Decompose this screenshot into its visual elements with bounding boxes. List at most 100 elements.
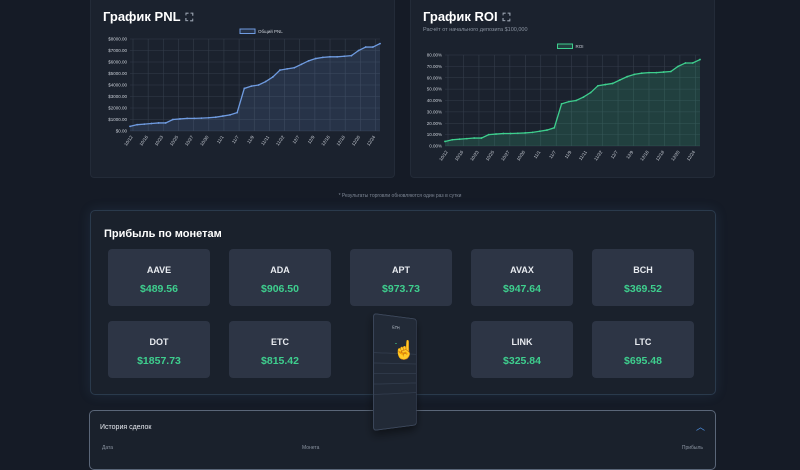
col-coin[interactable]: Монета <box>302 445 320 451</box>
data-point[interactable] <box>575 99 578 102</box>
data-point[interactable] <box>379 42 381 45</box>
data-point[interactable] <box>136 123 139 126</box>
data-point[interactable] <box>150 122 153 125</box>
expand-icon[interactable]: ⛶ <box>502 12 511 24</box>
data-point[interactable] <box>524 132 527 134</box>
data-point[interactable] <box>546 129 548 131</box>
data-point[interactable] <box>343 55 346 58</box>
data-point[interactable] <box>458 138 461 141</box>
legend-label[interactable]: ROI <box>576 44 584 49</box>
data-point[interactable] <box>229 114 231 116</box>
data-point[interactable] <box>648 71 650 74</box>
data-point[interactable] <box>236 111 239 114</box>
data-point[interactable] <box>560 103 563 105</box>
data-point[interactable] <box>444 140 446 143</box>
data-point[interactable] <box>567 100 570 103</box>
data-point[interactable] <box>300 63 303 66</box>
data-point[interactable] <box>691 62 694 64</box>
data-point[interactable] <box>495 133 497 135</box>
data-point[interactable] <box>207 116 210 119</box>
data-point[interactable] <box>143 123 146 125</box>
data-point[interactable] <box>243 87 246 90</box>
data-point[interactable] <box>214 116 217 119</box>
data-point[interactable] <box>589 91 592 94</box>
data-point[interactable] <box>684 62 687 64</box>
data-point[interactable] <box>640 72 643 75</box>
data-point[interactable] <box>321 56 324 59</box>
data-point[interactable] <box>336 55 339 58</box>
data-point[interactable] <box>662 71 665 73</box>
data-point[interactable] <box>538 130 541 133</box>
data-point[interactable] <box>699 58 701 61</box>
data-point[interactable] <box>582 96 585 98</box>
data-point[interactable] <box>502 132 505 135</box>
data-point[interactable] <box>257 84 260 86</box>
y-tick-label: 40.00% <box>427 98 442 103</box>
data-point[interactable] <box>604 83 607 86</box>
data-point[interactable] <box>669 70 672 73</box>
data-point[interactable] <box>516 132 519 135</box>
data-point[interactable] <box>451 138 454 141</box>
coin-card-ltc[interactable]: LTC $695.48 <box>592 321 694 378</box>
legend-swatch[interactable] <box>239 28 256 34</box>
data-point[interactable] <box>129 125 131 128</box>
coin-card-flipped[interactable]: ETH <box>373 313 417 431</box>
data-point[interactable] <box>618 79 621 81</box>
x-tick-label: 10/12 <box>438 149 449 161</box>
data-point[interactable] <box>487 133 490 136</box>
legend-swatch[interactable] <box>557 43 573 49</box>
data-point[interactable] <box>157 122 160 124</box>
series-line <box>129 43 381 128</box>
history-title: История сделок <box>100 424 152 431</box>
data-point[interactable] <box>200 117 203 120</box>
data-point[interactable] <box>271 76 274 78</box>
data-point[interactable] <box>193 117 196 120</box>
coin-card-ada[interactable]: ADA $906.50 <box>229 249 331 306</box>
data-point[interactable] <box>357 49 360 52</box>
data-point[interactable] <box>164 122 167 124</box>
data-point[interactable] <box>611 82 614 85</box>
x-tick-label: 12/20 <box>670 149 681 161</box>
coin-card-aave[interactable]: AAVE $489.56 <box>108 249 210 306</box>
expand-icon[interactable]: ⛶ <box>185 12 194 24</box>
data-point[interactable] <box>279 69 281 71</box>
data-point[interactable] <box>655 71 658 74</box>
data-point[interactable] <box>480 137 483 139</box>
data-point[interactable] <box>553 126 556 129</box>
coin-name: BCH <box>633 265 653 275</box>
data-point[interactable] <box>626 75 629 78</box>
data-point[interactable] <box>364 46 367 48</box>
data-point[interactable] <box>314 57 317 60</box>
data-point[interactable] <box>465 137 468 140</box>
coin-card-dot[interactable]: DOT $1857.73 <box>108 321 210 378</box>
data-point[interactable] <box>473 137 476 139</box>
data-point[interactable] <box>633 73 636 76</box>
legend-label[interactable]: Общий PNL <box>258 28 283 34</box>
data-point[interactable] <box>371 46 374 48</box>
data-point[interactable] <box>286 68 289 70</box>
coin-profit: $489.56 <box>140 283 178 295</box>
data-point[interactable] <box>677 65 680 68</box>
data-point[interactable] <box>179 118 181 120</box>
data-point[interactable] <box>350 54 353 57</box>
data-point[interactable] <box>531 131 534 134</box>
data-point[interactable] <box>509 132 512 135</box>
data-point[interactable] <box>329 55 331 58</box>
coin-card-link[interactable]: LINK $325.84 <box>471 321 573 378</box>
col-date[interactable]: Дата <box>102 445 114 451</box>
col-profit[interactable]: Прибыль <box>681 445 703 451</box>
data-point[interactable] <box>186 117 189 120</box>
coin-card-etc[interactable]: ETC $815.42 <box>229 321 331 378</box>
chevron-up-icon[interactable]: ︿ <box>695 422 705 432</box>
data-point[interactable] <box>171 118 174 121</box>
coin-card-apt[interactable]: APT $973.73 <box>350 249 452 306</box>
data-point[interactable] <box>307 59 310 62</box>
data-point[interactable] <box>250 85 253 88</box>
coin-card-avax[interactable]: AVAX $947.64 <box>471 249 573 306</box>
data-point[interactable] <box>221 115 224 117</box>
data-point[interactable] <box>264 80 267 83</box>
pnl-title: График PNL ⛶ <box>103 9 193 25</box>
coin-card-bch[interactable]: BCH $369.52 <box>592 249 694 306</box>
data-point[interactable] <box>597 84 599 87</box>
data-point[interactable] <box>293 66 296 69</box>
